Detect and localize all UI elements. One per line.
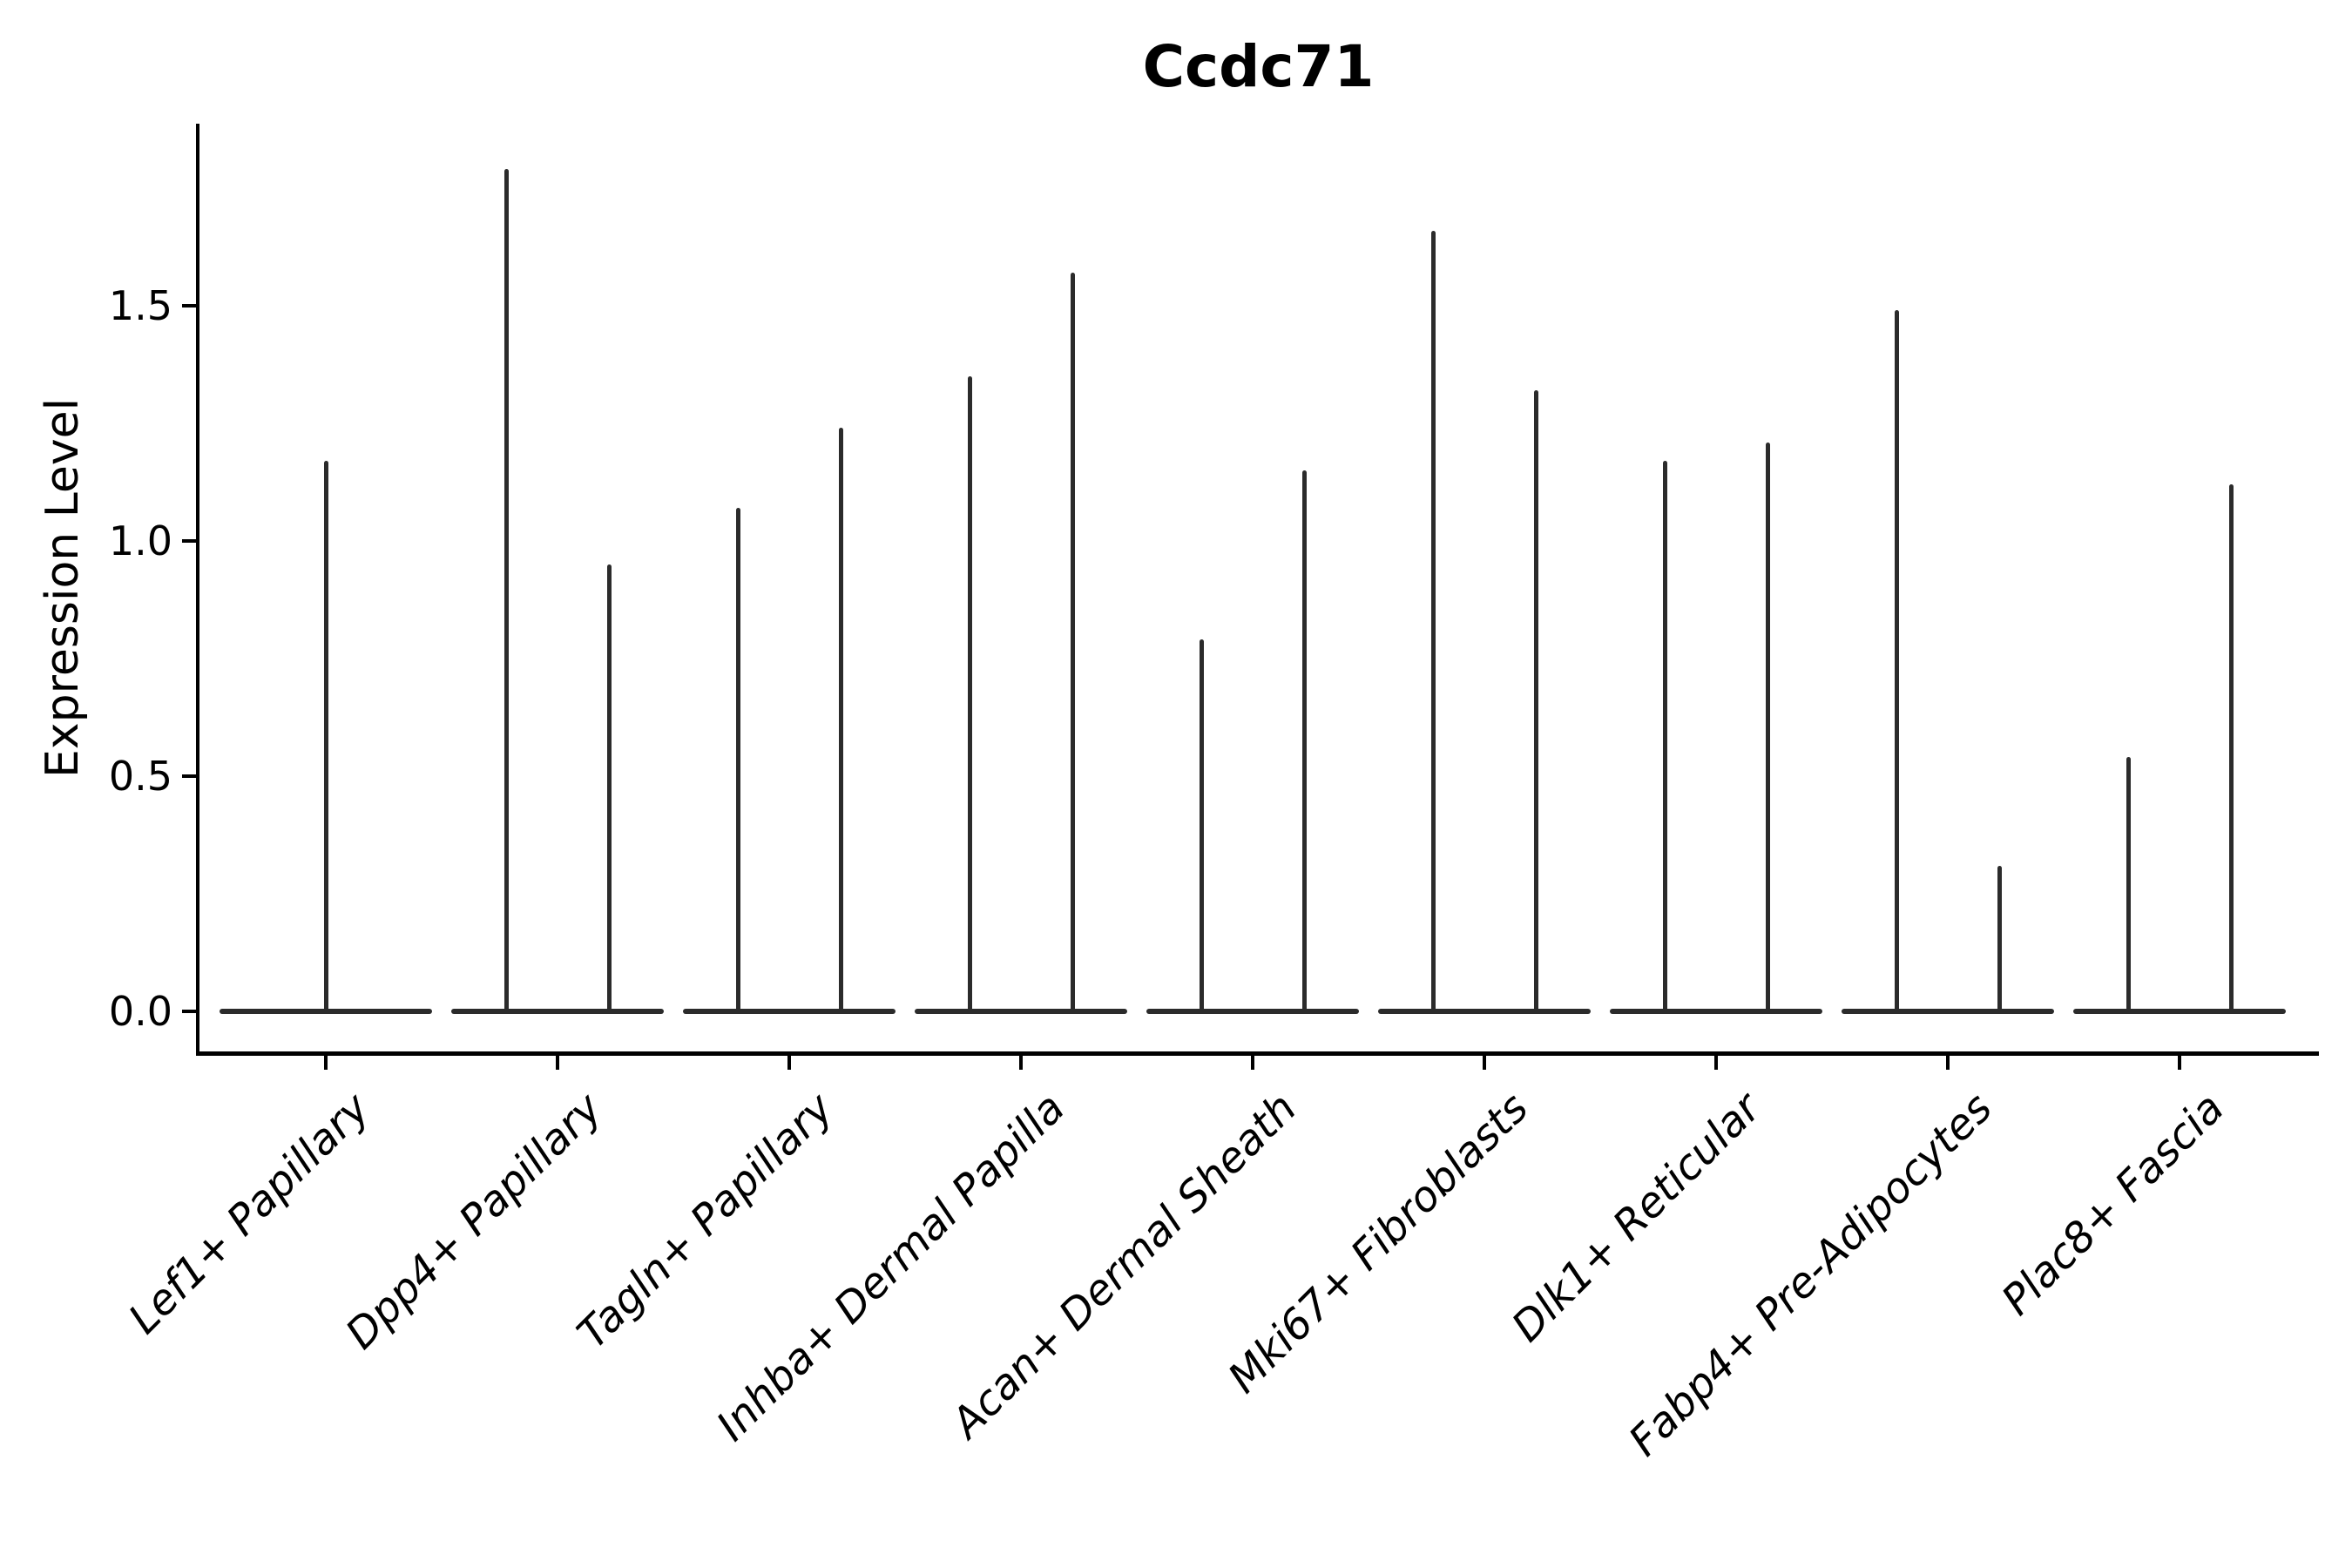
y-tick	[182, 539, 198, 543]
violin-spike	[735, 508, 740, 1014]
x-tick	[1251, 1054, 1254, 1070]
x-tick-label: Plac8+ Fascia	[1991, 1084, 2234, 1325]
x-tick	[2178, 1054, 2181, 1070]
violin-base	[1146, 1009, 1359, 1014]
violin-base	[1378, 1009, 1591, 1014]
y-tick	[182, 304, 198, 308]
violin-spike	[1894, 310, 1899, 1014]
x-axis-spine	[196, 1051, 2319, 1056]
violin-spike	[1199, 639, 1204, 1014]
violin-spike	[1070, 273, 1075, 1014]
x-tick-label: Lef1+ Papillary	[119, 1084, 380, 1344]
x-tick	[1483, 1054, 1486, 1070]
x-tick-label: Dlk1+ Reticular	[1502, 1084, 1770, 1352]
violin-spike	[838, 428, 843, 1014]
violin-spike	[2126, 757, 2131, 1014]
x-tick	[1946, 1054, 1950, 1070]
violin-spike	[1662, 461, 1667, 1014]
x-tick	[324, 1054, 328, 1070]
x-tick	[1019, 1054, 1023, 1070]
y-axis-label: Expression Level	[37, 397, 89, 779]
violin-spike	[1997, 865, 2002, 1014]
violin-spike	[1765, 442, 1770, 1014]
x-tick	[1714, 1054, 1718, 1070]
violin-spike	[967, 376, 972, 1014]
x-tick-label: Dpp4+ Papillary	[336, 1084, 612, 1359]
violin-spike	[1533, 390, 1538, 1014]
x-tick	[556, 1054, 559, 1070]
y-axis-spine	[196, 124, 199, 1056]
y-tick-label: 1.0	[108, 517, 172, 564]
y-tick	[182, 1010, 198, 1013]
violin-base	[451, 1009, 664, 1014]
violin-base	[915, 1009, 1127, 1014]
y-tick-label: 1.5	[108, 282, 172, 329]
y-tick-label: 0.5	[108, 753, 172, 800]
y-tick	[182, 774, 198, 778]
x-tick	[787, 1054, 791, 1070]
violin-base	[2073, 1009, 2286, 1014]
violin-spike	[323, 461, 328, 1014]
violin-base	[1842, 1009, 2054, 1014]
violin-base	[683, 1009, 896, 1014]
violin-spike	[1301, 470, 1307, 1014]
chart-title: Ccdc71	[1142, 33, 1375, 100]
violin-spike	[606, 564, 612, 1014]
violin-spike	[1430, 230, 1436, 1014]
x-tick-label: Tagln+ Papillary	[568, 1084, 843, 1359]
violin-spike	[504, 169, 509, 1014]
violin-spike	[2228, 484, 2234, 1014]
violin-base	[1610, 1009, 1822, 1014]
y-tick-label: 0.0	[108, 988, 172, 1035]
